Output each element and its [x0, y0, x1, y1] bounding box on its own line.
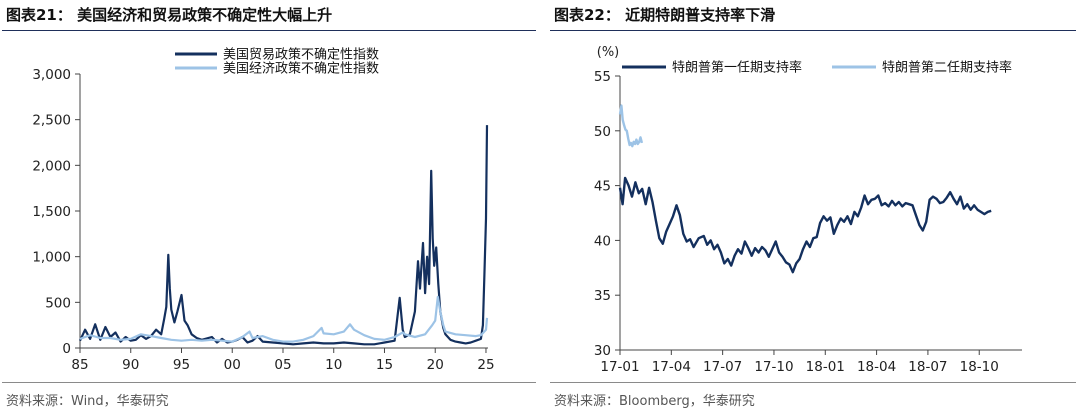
series-line-primary [618, 176, 992, 274]
x-tick-label: 95 [173, 357, 190, 373]
left-source-note: 资料来源：Wind，华泰研究 [6, 394, 169, 409]
right-chart-title: 图表22： 近期特朗普支持率下滑 [554, 6, 776, 24]
right-source-note: 资料来源：Bloomberg，华泰研究 [554, 394, 755, 409]
x-tick-label: 18-01 [806, 359, 845, 375]
y-axis-unit-label: (%) [597, 45, 620, 60]
left-chart-panel: 图表21： 美国经济和贸易政策不确定性大幅上升 0 500 1,000 1,500 2,… [2, 6, 536, 409]
legend-label: 特朗普第一任期支持率 [672, 60, 802, 76]
x-tick-label: 25 [477, 357, 494, 373]
legend-label: 特朗普第二任期支持率 [882, 60, 1012, 76]
left-chart-svg: 0 500 1,000 1,500 2,000 2,500 3,000 85 90 95 00 05 1… [32, 47, 494, 374]
x-tick-label: 05 [274, 357, 291, 373]
y-tick-label: 500 [45, 295, 71, 311]
series-line-secondary [79, 295, 489, 343]
y-tick-label: 30 [594, 343, 611, 359]
x-tick-label: 10 [325, 357, 342, 373]
y-tick-label: 45 [594, 179, 611, 195]
left-footer-rule [2, 382, 536, 383]
y-tick-label: 55 [594, 69, 611, 85]
series-line-primary [79, 125, 489, 346]
series-line-secondary [618, 104, 644, 148]
right-chart-panel: 图表22： 近期特朗普支持率下滑 30 35 40 45 50 55 17-01 17-04 1… [548, 0, 1080, 419]
y-tick-label: 35 [594, 288, 611, 304]
y-tick-label: 0 [62, 341, 71, 357]
y-tick-label: 2,000 [32, 158, 71, 174]
y-tick-label: 2,500 [32, 113, 71, 129]
x-tick-label: 17-10 [754, 359, 793, 375]
x-tick-label: 18-07 [908, 359, 947, 375]
x-tick-label: 00 [224, 357, 241, 373]
y-tick-label: 1,000 [32, 250, 71, 266]
legend-label: 美国经济政策不确定性指数 [223, 61, 379, 77]
x-tick-label: 17-04 [652, 359, 691, 375]
x-tick-label: 17-07 [703, 359, 742, 375]
y-tick-label: 1,500 [32, 204, 71, 220]
right-chart-svg: 30 35 40 45 50 55 17-01 17-04 17-07 17-10 18-01 18-… [594, 45, 1022, 375]
x-tick-label: 18-10 [960, 359, 999, 375]
x-tick-label: 17-01 [600, 359, 639, 375]
y-tick-label: 40 [594, 233, 611, 249]
right-title-rule [550, 30, 1076, 31]
x-tick-label: 18-04 [857, 359, 896, 375]
x-tick-label: 85 [71, 357, 88, 373]
x-tick-label: 90 [122, 357, 139, 373]
y-tick-label: 3,000 [32, 67, 71, 83]
left-title-rule [2, 30, 536, 31]
right-footer-rule [550, 382, 1076, 383]
x-tick-label: 20 [427, 357, 444, 373]
x-tick-label: 15 [376, 357, 393, 373]
y-tick-label: 50 [594, 124, 611, 140]
left-chart-title: 图表21： 美国经济和贸易政策不确定性大幅上升 [6, 6, 333, 24]
legend-label: 美国贸易政策不确定性指数 [223, 47, 379, 63]
